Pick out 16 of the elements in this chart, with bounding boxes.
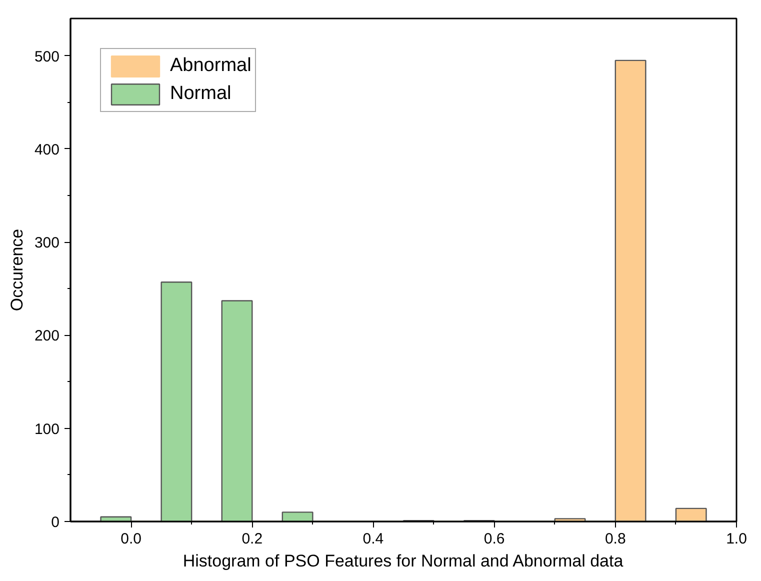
y-tick-label: 200 [34,328,60,345]
x-tick-label: 0.0 [120,530,142,548]
legend-label: Abnormal [170,55,252,77]
x-tick-label: 0.2 [242,530,263,548]
y-tick-label: 0 [51,514,60,531]
y-axis-title: Occurence [7,228,26,312]
x-tick-label: 0.6 [484,530,505,548]
y-tick-label: 400 [34,141,60,158]
y-tick-label: 100 [34,420,60,438]
x-tick-label: 0.4 [362,530,384,548]
legend-label: Normal [170,83,232,105]
x-tick-label: 1.0 [726,530,747,548]
x-axis-title: Histogram of PSO Features for Normal and Abnormal data [182,552,624,570]
y-tick-label: 300 [34,234,60,252]
y-tick-label: 500 [34,48,60,66]
x-tick-label: 0.8 [604,530,626,548]
